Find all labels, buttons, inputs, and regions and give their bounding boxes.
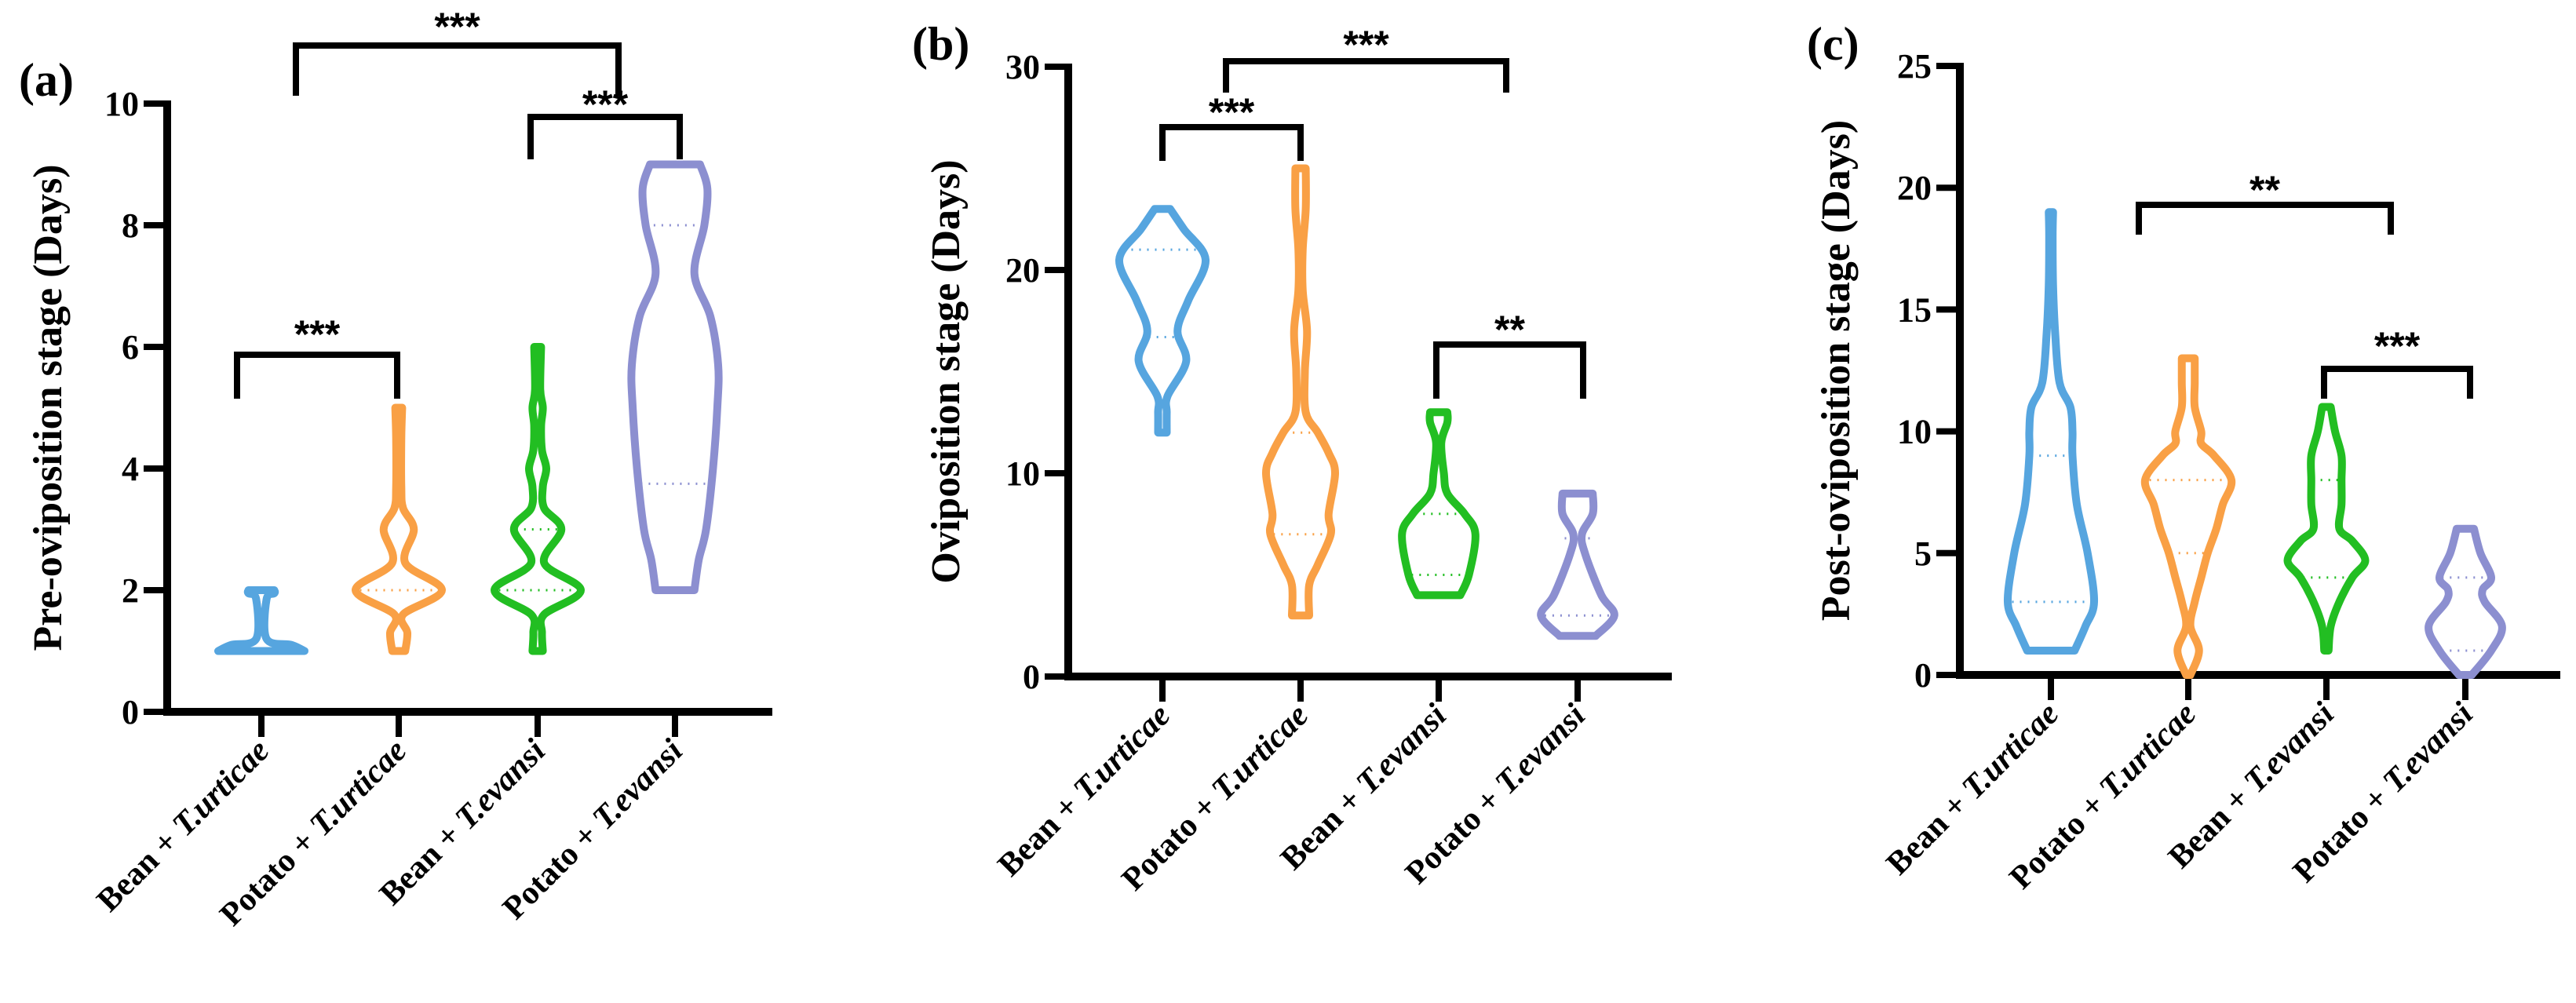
- y-tick-label: 15: [1897, 290, 1932, 329]
- chart-panel-1: 0 2 4 6 8 10 (a) Pre-oviposition stage (Days) Be…: [19, 5, 772, 933]
- y-tick-label: 20: [1005, 251, 1040, 290]
- y-tick-label: 10: [1897, 413, 1932, 451]
- panel-label: (b): [912, 18, 969, 70]
- y-tick-label: 10: [1005, 454, 1040, 493]
- violin-2: [1262, 164, 1339, 620]
- y-tick-label: 0: [1023, 658, 1040, 696]
- x-label-host: Potato +: [1399, 776, 1514, 892]
- x-label-species: T.evansi: [448, 732, 553, 837]
- significance-bracket: [527, 114, 683, 159]
- y-tick-label: 4: [122, 450, 139, 488]
- x-label-species: T.urticae: [1205, 698, 1315, 808]
- chart-panel-2: 0 10 20 30 (b) Oviposition stage (Days) Bean +…: [912, 18, 1672, 898]
- violin-4: [1537, 489, 1618, 640]
- y-tick-label: 6: [122, 328, 139, 367]
- x-label-host: Potato +: [2003, 781, 2118, 896]
- significance-label: ***: [434, 5, 480, 49]
- significance-label: ***: [294, 312, 341, 356]
- x-label-species: T.evansi: [586, 732, 690, 837]
- chart-panel-3: 0 5 10 15 20 25 (c) Post-oviposition stage (Day…: [1807, 18, 2560, 896]
- y-tick-label: 8: [122, 206, 139, 245]
- x-label-species: T.urticae: [166, 733, 276, 844]
- y-axis-title: Post-oviposition stage (Days): [1814, 120, 1859, 621]
- significance-label: ***: [1343, 23, 1389, 67]
- violin-1: [2003, 208, 2099, 655]
- violin-3: [1398, 408, 1480, 600]
- significance-bracket: [1159, 124, 1304, 161]
- significance-bracket: [234, 352, 400, 399]
- x-label-species: T.evansi: [2376, 695, 2480, 800]
- significance-bracket: [1433, 341, 1586, 399]
- x-label-host: Bean +: [1274, 776, 1375, 877]
- significance-label: ***: [582, 82, 629, 126]
- violin-2: [2140, 354, 2236, 679]
- y-tick-label: 30: [1005, 48, 1040, 86]
- y-axis-title: Oviposition stage (Days): [924, 159, 969, 583]
- y-tick-label: 0: [122, 693, 139, 731]
- y-tick-label: 0: [1914, 656, 1932, 695]
- x-label-species: T.urticae: [1067, 698, 1177, 808]
- x-label-species: T.evansi: [1349, 697, 1454, 801]
- x-label-host: Bean +: [90, 818, 192, 919]
- panel-label: (c): [1807, 18, 1859, 70]
- x-label-host: Bean +: [991, 782, 1093, 884]
- violin-2: [352, 403, 446, 655]
- significance-bracket: [2321, 366, 2473, 399]
- x-label-species: T.urticae: [1955, 696, 2066, 807]
- x-label-species: T.evansi: [2237, 695, 2341, 800]
- x-label-host: Bean +: [1880, 781, 1981, 882]
- significance-label: **: [1494, 308, 1525, 352]
- y-tick-label: 5: [1914, 534, 1932, 573]
- x-label-species: T.evansi: [1488, 697, 1593, 801]
- y-tick-label: 2: [122, 571, 139, 610]
- x-label-host: Potato +: [2286, 775, 2402, 890]
- y-axis-title: Pre-oviposition stage (Days): [26, 164, 71, 651]
- violin-3: [491, 343, 585, 655]
- violin-1: [214, 586, 308, 655]
- x-label-host: Potato +: [496, 812, 611, 927]
- violin-3: [2283, 403, 2370, 655]
- x-label-host: Bean +: [2162, 775, 2263, 876]
- x-label-species: T.urticae: [2093, 696, 2203, 807]
- significance-bracket: [2136, 202, 2394, 235]
- y-tick-label: 20: [1897, 169, 1932, 207]
- x-label-host: Bean +: [373, 812, 474, 913]
- significance-bracket: [1223, 58, 1509, 93]
- x-label-host: Potato +: [1115, 782, 1231, 898]
- significance-label: ***: [1209, 90, 1255, 134]
- violin-1: [1115, 205, 1210, 437]
- y-tick-label: 10: [104, 85, 139, 123]
- violin-4: [2425, 524, 2506, 679]
- y-tick-label: 25: [1897, 47, 1932, 86]
- x-label-host: Potato +: [213, 818, 329, 933]
- significance-bracket: [293, 42, 622, 96]
- x-label-species: T.urticae: [303, 733, 414, 844]
- violin-4: [627, 160, 723, 594]
- significance-label: **: [2249, 168, 2280, 212]
- panel-label: (a): [19, 54, 74, 106]
- significance-label: ***: [2374, 324, 2421, 368]
